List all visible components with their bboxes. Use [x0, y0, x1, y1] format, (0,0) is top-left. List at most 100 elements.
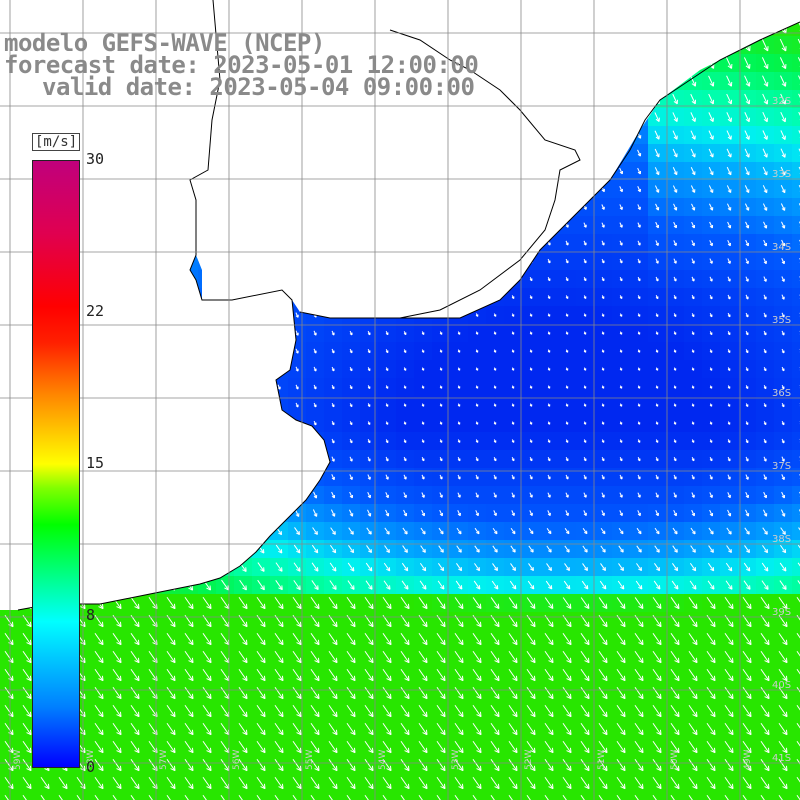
wind-arrow — [691, 221, 695, 229]
wind-arrow-head — [547, 314, 551, 317]
wind-arrow-head — [457, 404, 461, 407]
wind-arrow-head — [709, 404, 713, 407]
wind-arrow — [600, 563, 606, 571]
wind-arrow-head — [727, 63, 733, 69]
wind-arrow — [509, 580, 517, 590]
wind-arrow-head — [601, 224, 605, 228]
wind-arrow-head — [727, 117, 732, 123]
wind-arrow-head — [601, 476, 605, 480]
wind-arrow-head — [637, 242, 641, 246]
wind-arrow — [708, 185, 714, 193]
wind-arrow — [329, 562, 337, 572]
wind-arrow-head — [295, 314, 299, 318]
wind-arrow — [726, 545, 732, 553]
wind-arrow-head — [349, 440, 353, 444]
wind-arrow-head — [368, 530, 372, 535]
wind-arrow-head — [637, 296, 641, 300]
wind-arrow-head — [637, 512, 641, 517]
wind-arrow — [312, 527, 318, 535]
wind-speed-cell — [792, 774, 800, 793]
wind-arrow-head — [565, 260, 569, 264]
wind-arrow-head — [655, 512, 659, 517]
wind-speed-cell — [306, 792, 325, 800]
wind-arrow-head — [296, 567, 301, 572]
wind-arrow-head — [709, 224, 714, 229]
wind-arrow-head — [367, 476, 371, 480]
wind-arrow — [474, 527, 480, 535]
wind-arrow — [654, 527, 660, 535]
wind-arrow-head — [691, 81, 697, 87]
wind-arrow-head — [385, 476, 389, 480]
wind-arrow-head — [565, 440, 569, 443]
wind-arrow-head — [763, 260, 767, 265]
wind-arrow-head — [548, 548, 552, 553]
wind-speed-cell — [198, 792, 217, 800]
wind-arrow-head — [494, 530, 498, 535]
wind-arrow-head — [655, 296, 659, 300]
wind-arrow-head — [709, 422, 713, 425]
wind-arrow — [492, 527, 498, 535]
wind-arrow-head — [403, 458, 407, 462]
wind-arrow-head — [350, 567, 355, 572]
wind-arrow — [564, 563, 570, 571]
wind-arrow-head — [619, 476, 623, 480]
wind-arrow — [691, 203, 695, 211]
wind-arrow-head — [691, 207, 696, 211]
wind-arrow-head — [386, 548, 390, 553]
wind-arrow — [744, 148, 750, 158]
wind-arrow-head — [745, 404, 749, 407]
wind-arrow-head — [709, 494, 713, 498]
wind-arrow — [672, 167, 678, 175]
wind-arrow — [763, 509, 767, 517]
wind-arrow-head — [709, 135, 714, 140]
wind-arrow — [708, 166, 714, 176]
wind-arrow-head — [583, 206, 587, 210]
wind-arrow — [655, 203, 659, 211]
wind-arrow-head — [691, 242, 695, 247]
wind-speed-cell — [360, 792, 379, 800]
wind-arrow-head — [332, 549, 337, 554]
wind-arrow-head — [476, 548, 480, 553]
wind-arrow-head — [727, 260, 731, 264]
wind-arrow-head — [332, 585, 337, 590]
wind-arrow-head — [457, 422, 461, 425]
wind-arrow-head — [511, 404, 515, 407]
wind-arrow-head — [691, 476, 695, 480]
wind-arrow-head — [583, 476, 587, 480]
wind-arrow-head — [745, 242, 750, 247]
wind-arrow-head — [655, 422, 659, 425]
wind-arrow-head — [763, 153, 768, 158]
wind-arrow-head — [439, 386, 443, 389]
wind-arrow-head — [421, 440, 425, 443]
wind-arrow-head — [601, 458, 605, 462]
wind-speed-cell — [396, 792, 415, 800]
wind-arrow — [635, 580, 643, 590]
wind-arrow-head — [458, 567, 463, 572]
wind-arrow-head — [745, 513, 750, 517]
wind-arrow-head — [476, 585, 481, 590]
wind-speed-cell — [792, 504, 800, 523]
wind-arrow-head — [296, 530, 300, 536]
wind-arrow — [672, 148, 678, 158]
wind-arrow — [329, 544, 337, 554]
wind-arrow-head — [620, 530, 624, 535]
wind-arrow-head — [367, 332, 371, 336]
wind-arrow — [348, 527, 354, 535]
wind-speed-cell — [792, 378, 800, 397]
wind-speed-cell — [792, 792, 800, 800]
wind-arrow — [727, 203, 731, 211]
wind-speed-cell — [324, 792, 343, 800]
wind-arrow-head — [439, 476, 443, 480]
wind-arrow-head — [493, 512, 497, 517]
wind-arrow-head — [530, 585, 535, 590]
wind-arrow — [745, 509, 749, 517]
wind-arrow-head — [763, 135, 768, 140]
wind-arrow-head — [619, 440, 623, 443]
wind-arrow — [402, 545, 408, 553]
wind-arrow — [797, 57, 800, 63]
wind-arrow-head — [313, 386, 317, 390]
wind-arrow — [780, 203, 786, 211]
wind-speed-cell — [270, 792, 289, 800]
wind-arrow-head — [781, 314, 785, 318]
wind-arrow-head — [638, 530, 642, 535]
